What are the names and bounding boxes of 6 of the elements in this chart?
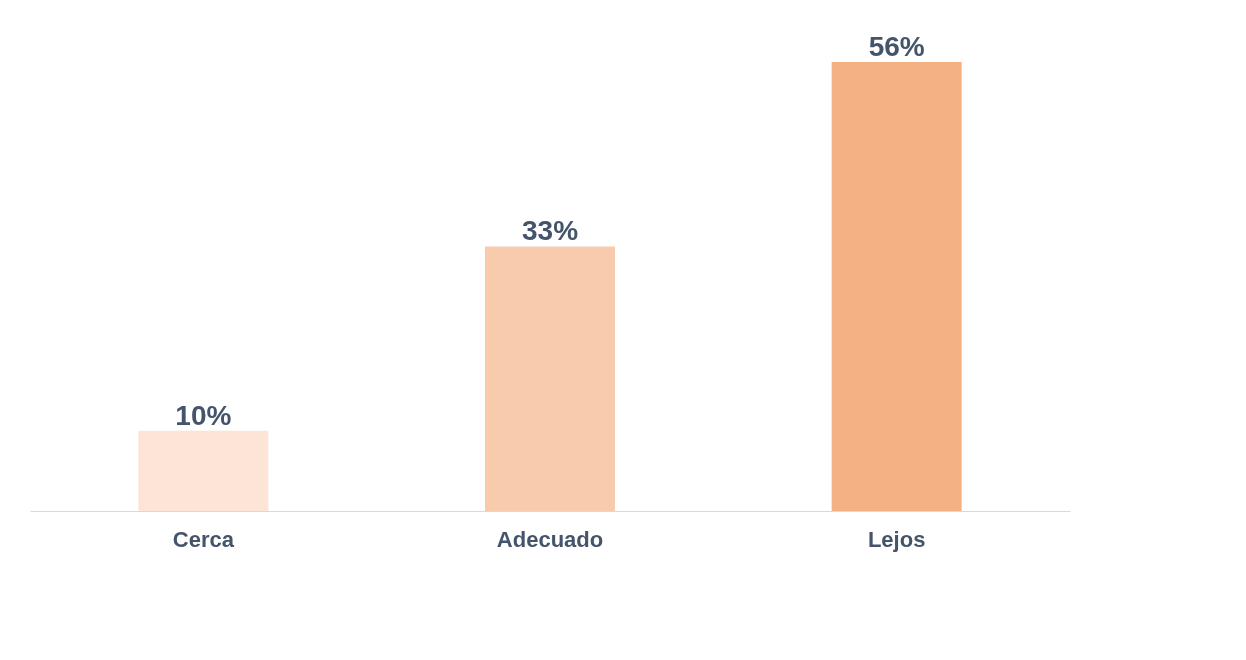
- x-tick-label: Lejos: [867, 526, 926, 552]
- data-label: 33%: [521, 215, 579, 247]
- x-tick-label: Cerca: [172, 526, 235, 552]
- data-label: 56%: [868, 31, 925, 63]
- x-tick-label: Adecuado: [496, 526, 604, 552]
- data-label: 10%: [175, 399, 232, 431]
